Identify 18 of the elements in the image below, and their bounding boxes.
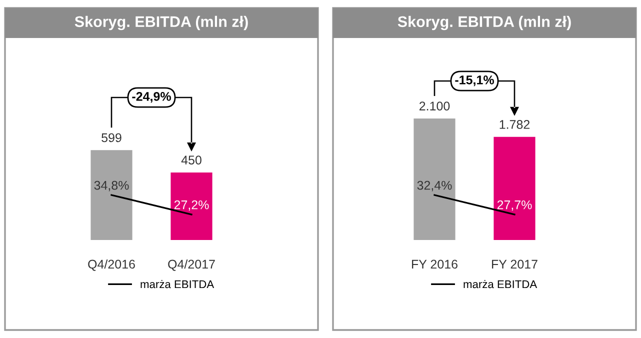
legend-label: marża EBITDA [140,280,214,288]
data-label: 1.782 [500,120,530,129]
annotation: -24,9% [132,92,171,103]
x-tick-label: Q4/2016 [88,259,135,271]
x-tick-label: FY 2017 [492,260,538,269]
data-label: 27,2% [174,200,209,211]
x-tick-label: FY 2016 [412,260,458,269]
data-label: 599 [102,133,122,142]
data-label: 450 [181,156,202,164]
data-label: 27,7% [497,200,532,211]
data-label: 2.100 [419,102,450,110]
chart-title: Skoryg. EBITDA (mln zł) [398,16,571,30]
chart-title: Skoryg. EBITDA (mln zł) [74,16,248,30]
text: -15,1% [455,76,494,86]
data-label: 32,4% [417,180,452,192]
legend-label: marża EBITDA [464,280,538,288]
x-tick-label: Q4/2017 [168,259,215,271]
data-label: 34,8% [94,180,129,192]
